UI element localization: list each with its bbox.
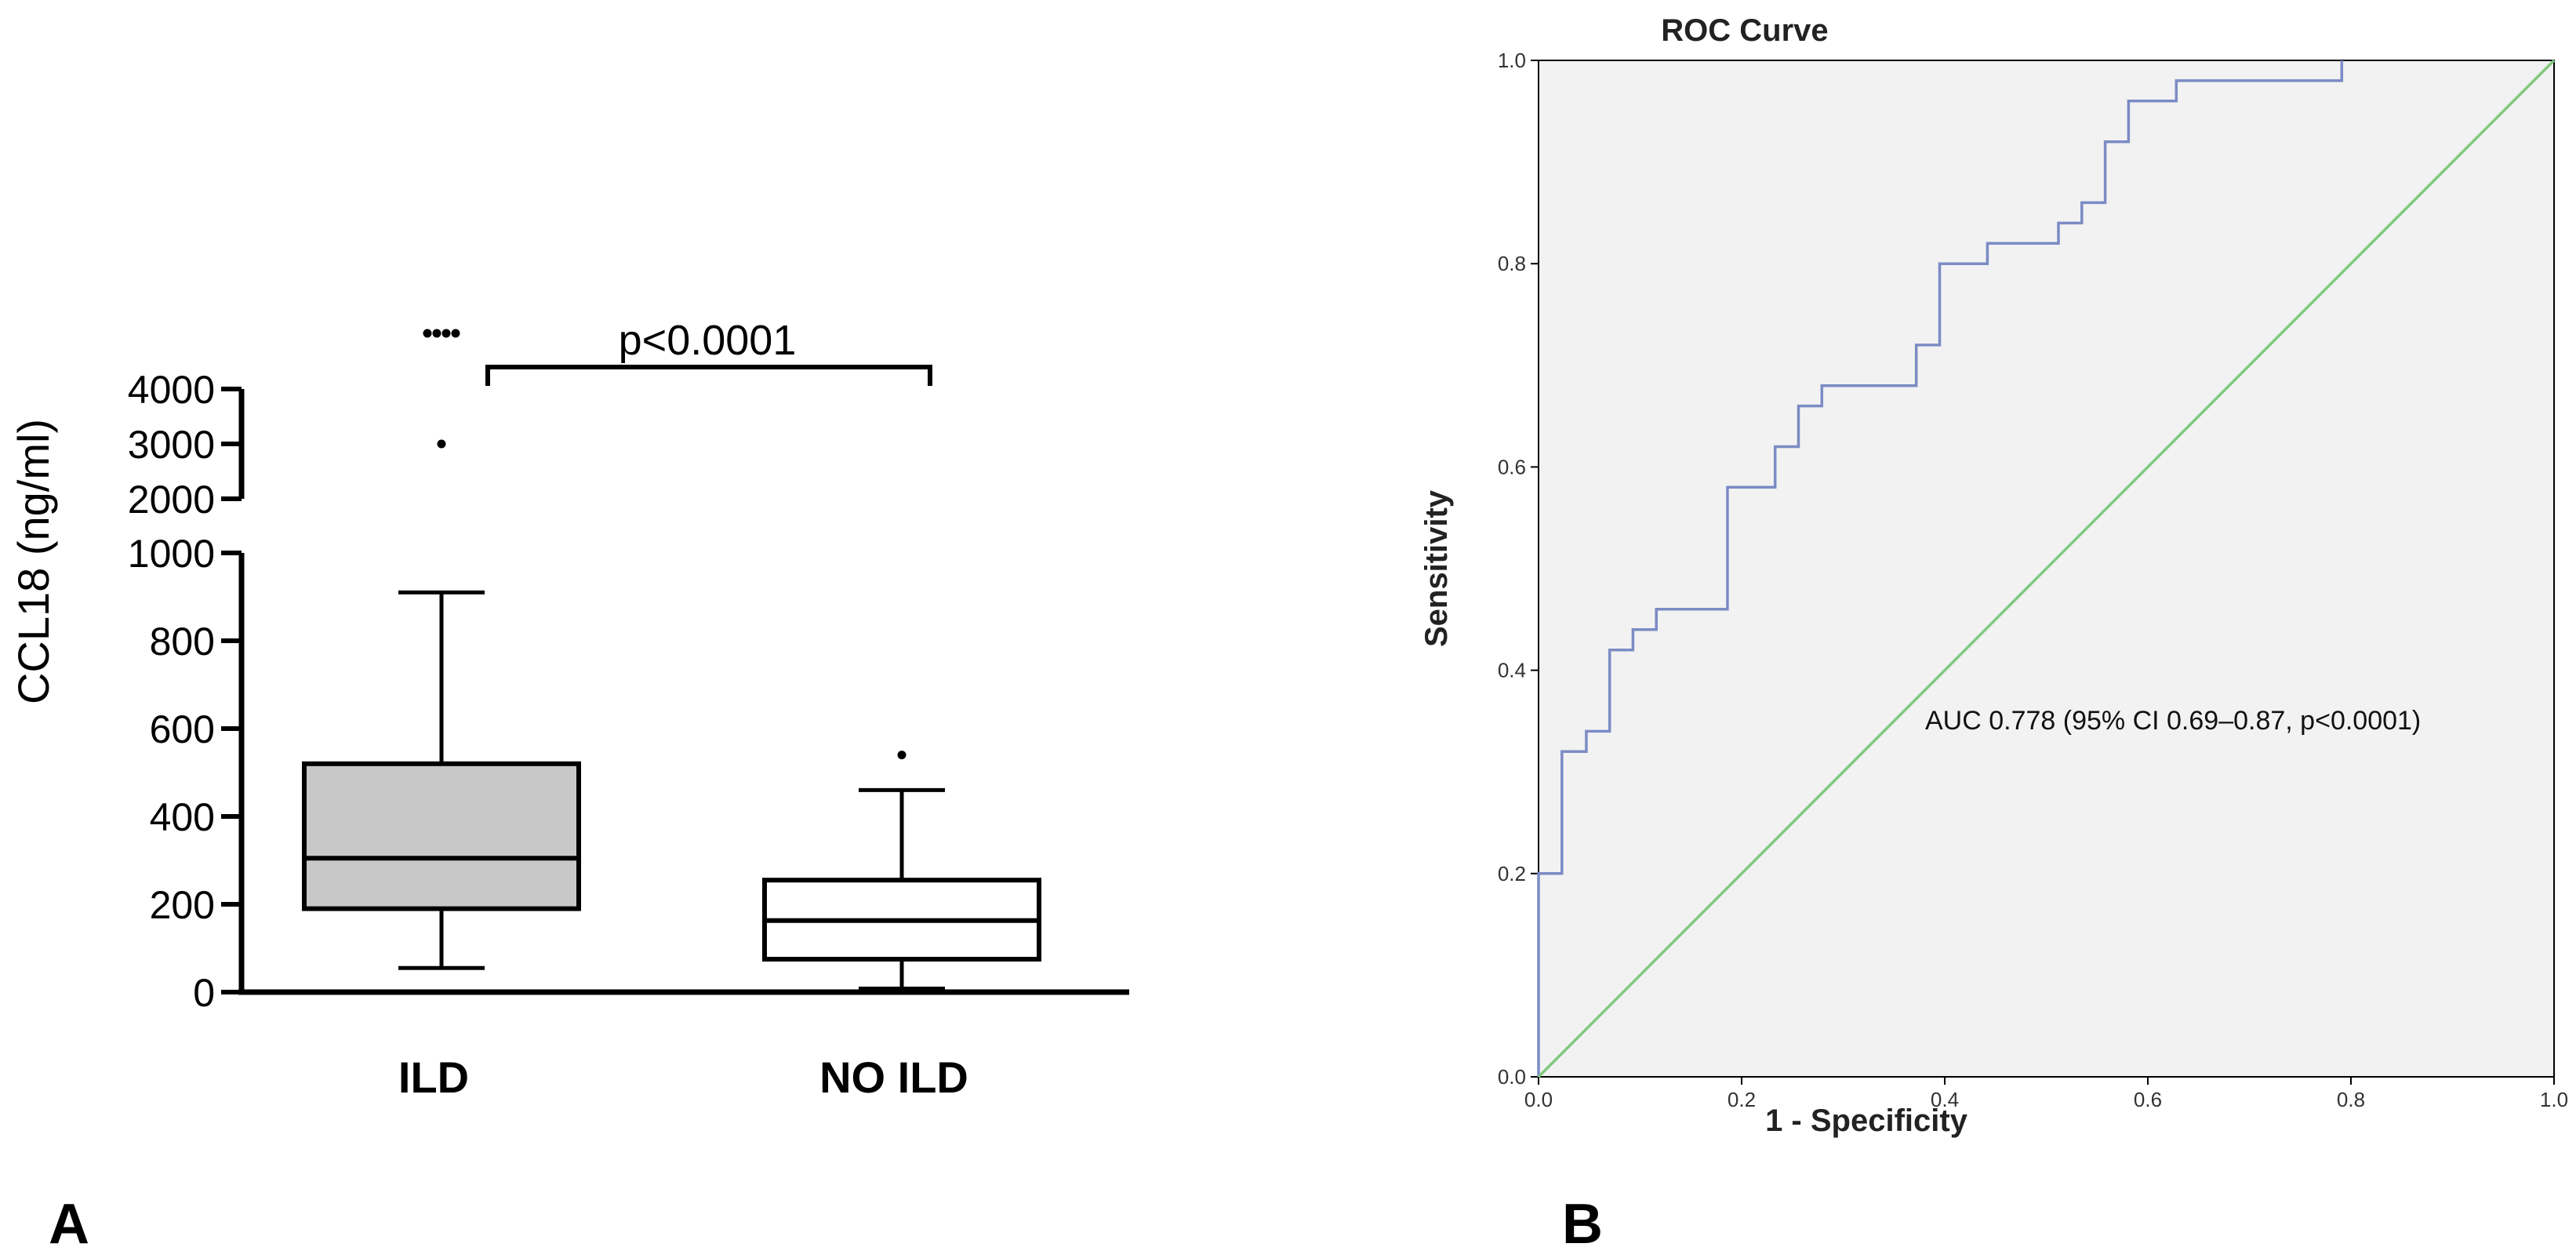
a-category-labels: ILD NO ILD [398, 1053, 968, 1102]
outlier-point [423, 329, 432, 338]
a-y-tick-labels: 0 200 400 600 800 1000 2000 3000 4000 [128, 368, 215, 1015]
a-tick-label: 200 [150, 883, 215, 927]
panel-label-a: A [49, 1193, 89, 1256]
p-value-annotation: p<0.0001 [619, 317, 797, 364]
roc-y-tick-label: 0.4 [1498, 659, 1526, 682]
category-label: ILD [398, 1053, 469, 1102]
outlier-point [441, 329, 451, 338]
roc-x-tick-label: 0.4 [1931, 1088, 1959, 1111]
a-boxes [302, 329, 1041, 991]
a-tick-label: 4000 [128, 368, 215, 412]
auc-annotation: AUC 0.778 (95% CI 0.69–0.87, p<0.0001) [1925, 706, 2421, 736]
significance-bracket-line [485, 365, 932, 386]
roc-y-tick-label: 0.0 [1498, 1065, 1526, 1089]
a-significance-bracket: p<0.0001 [485, 317, 932, 386]
panel-label-b: B [1562, 1193, 1603, 1256]
panel-a-boxplot: 0 200 400 600 800 1000 2000 3000 4000 CCL18 (ng/… [9, 317, 1129, 1256]
category-label: NO ILD [819, 1053, 968, 1102]
a-y-axis [221, 387, 1129, 995]
outlier-point [897, 751, 907, 760]
roc-x-axis-label: 1 - Specificity [1765, 1103, 1968, 1138]
roc-series [1537, 59, 2556, 1078]
outlier-point [437, 439, 446, 449]
roc-ticks: 0.0 0.2 0.4 0.6 0.8 1.0 0.0 0.2 0.4 0.6 0.8 1.0 [1498, 49, 2568, 1111]
roc-y-tick-label: 0.6 [1498, 455, 1526, 478]
roc-y-tick-label: 0.2 [1498, 862, 1526, 885]
reference-diagonal-line [1537, 59, 2556, 1078]
roc-x-tick-label: 0.6 [2134, 1088, 2162, 1111]
roc-y-tick-label: 1.0 [1498, 49, 1526, 72]
panel-b-roc: ROC Curve 0.0 0.2 0.4 0.6 0.8 1.0 0.0 0.2 0.4 0.6… [1419, 13, 2568, 1256]
roc-title: ROC Curve [1661, 13, 1828, 48]
a-tick-label: 2000 [128, 478, 215, 522]
a-tick-label: 800 [150, 620, 215, 664]
roc-y-axis-label: Sensitivity [1419, 489, 1454, 647]
box-iqr [302, 761, 581, 911]
roc-x-tick-label: 1.0 [2540, 1088, 2568, 1111]
a-tick-label: 600 [150, 707, 215, 751]
box-no-ild [762, 751, 1041, 991]
roc-y-tick-label: 0.8 [1498, 252, 1526, 275]
outlier-point [432, 329, 441, 338]
a-y-axis-label: CCL18 (ng/ml) [9, 419, 58, 704]
outlier-point [451, 329, 460, 338]
roc-x-tick-label: 0.2 [1728, 1088, 1756, 1111]
roc-x-tick-label: 0.0 [1524, 1088, 1553, 1111]
a-tick-label: 1000 [128, 532, 215, 576]
roc-x-tick-label: 0.8 [2337, 1088, 2365, 1111]
a-tick-label: 3000 [128, 423, 215, 467]
roc-curve-line [1537, 60, 2344, 1077]
box-ild [302, 329, 581, 970]
a-tick-label: 400 [150, 795, 215, 839]
a-tick-label: 0 [193, 971, 215, 1015]
